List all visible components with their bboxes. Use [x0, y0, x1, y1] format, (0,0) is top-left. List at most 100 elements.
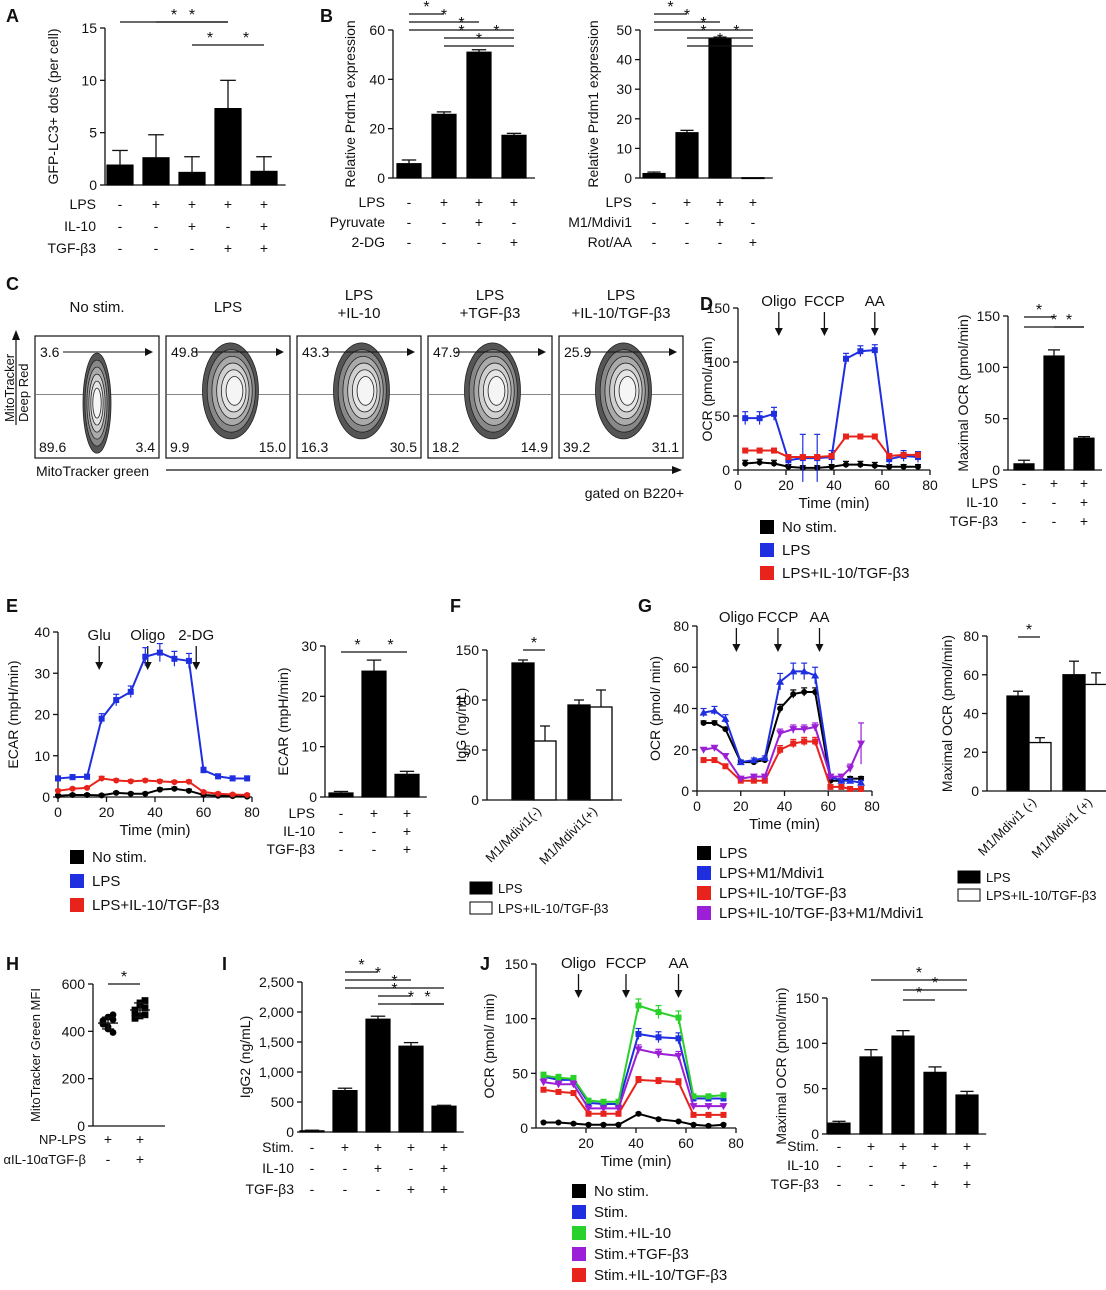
condition-row-label: 2-DG — [352, 234, 385, 250]
bar — [827, 1122, 851, 1135]
data-point — [55, 787, 61, 794]
data-point — [200, 767, 207, 774]
y-label-1: MitoTracker — [2, 353, 17, 422]
sig-star: * — [423, 0, 429, 16]
y-tick-label: 0 — [520, 1120, 528, 1136]
y-tick-label: 150 — [505, 956, 529, 972]
y-axis-title: MitoTracker Green MFI — [28, 988, 43, 1122]
bar — [589, 706, 613, 801]
data-point — [857, 433, 864, 440]
condition-cell: - — [339, 841, 344, 857]
bar — [365, 1018, 391, 1133]
y-tick-label: 600 — [62, 976, 86, 992]
data-point — [555, 1074, 562, 1081]
sig-star: * — [916, 985, 922, 1002]
panel-letter-J: J — [480, 954, 490, 974]
data-point — [131, 1014, 139, 1022]
condition-cell: + — [224, 196, 232, 212]
sig-star: * — [1036, 302, 1042, 319]
data-point — [675, 1035, 682, 1042]
group-label: M1/Mdivi1(-) — [482, 804, 544, 866]
data-point — [776, 677, 785, 685]
data-point — [127, 778, 134, 785]
data-point — [801, 689, 808, 695]
y-axis-title: IgG2 (ng/mL) — [237, 1016, 253, 1098]
arrow-head — [870, 328, 879, 336]
data-point — [915, 451, 921, 458]
data-point — [790, 691, 797, 698]
x-axis-title: Time (min) — [119, 822, 190, 839]
bar — [431, 1105, 457, 1133]
y-tick-label: 20 — [616, 111, 632, 127]
gate-arrowhead — [538, 348, 546, 356]
data-point — [857, 461, 864, 468]
data-point — [689, 1103, 698, 1111]
condition-cell: - — [442, 214, 447, 230]
condition-row-label: LPS — [359, 194, 385, 210]
data-point — [655, 1116, 662, 1123]
panel-letter-I: I — [222, 954, 227, 974]
x-tick-label: 80 — [864, 798, 880, 814]
y-axis-title: ECAR (mpH/min) — [5, 660, 21, 768]
condition-cell: - — [652, 234, 657, 250]
y-tick-label: 40 — [963, 706, 979, 722]
x-tick-label: 80 — [728, 1135, 744, 1151]
y-tick-label: 40 — [34, 624, 50, 640]
data-point — [585, 1110, 592, 1117]
sig-star: * — [531, 635, 537, 652]
legend-swatch — [697, 906, 711, 920]
condition-cell: + — [510, 194, 518, 210]
series-line — [745, 349, 919, 462]
data-point — [857, 348, 864, 355]
data-point — [675, 1118, 682, 1125]
condition-cell: + — [716, 214, 724, 230]
condition-cell: - — [226, 218, 231, 234]
data-point — [654, 1050, 663, 1058]
annotation-label: AA — [865, 293, 885, 310]
condition-cell: + — [407, 1139, 415, 1155]
sig-star: * — [358, 957, 364, 974]
data-point — [55, 775, 61, 782]
data-point — [141, 997, 149, 1004]
x-tick-label: 60 — [678, 1135, 694, 1151]
sig-star: * — [207, 30, 213, 47]
condition-cell: + — [475, 194, 483, 210]
data-point — [828, 452, 835, 459]
condition-cell: - — [652, 214, 657, 230]
flow-plot: 25.9 39.2 31.1 LPS+IL-10/TGF-β3 — [558, 287, 684, 459]
data-point — [749, 756, 758, 764]
gate-arrowhead — [276, 348, 284, 356]
y-tick-label: 80 — [963, 628, 979, 644]
sig-star: * — [700, 23, 706, 40]
data-point — [599, 1105, 608, 1113]
contour-level — [356, 376, 375, 406]
data-point — [814, 454, 821, 461]
condition-cell: + — [440, 1181, 448, 1197]
bar — [394, 773, 420, 798]
data-point — [756, 447, 763, 454]
annotation-label: FCCP — [606, 955, 647, 972]
data-point — [215, 790, 222, 797]
data-point — [771, 447, 777, 454]
chart-E1: 0 10 20 30 40 0 20 40 60 80 Time (min) ECAR (mpH/mi… — [5, 624, 260, 914]
plot-title: +IL-10/TGF-β3 — [571, 305, 670, 322]
condition-cell: - — [837, 1138, 842, 1154]
sig-star: * — [667, 0, 673, 16]
legend-label: LPS+M1/Mdivi1 — [719, 865, 824, 882]
condition-cell: + — [475, 214, 483, 230]
data-point — [785, 457, 792, 464]
legend-swatch — [957, 888, 981, 902]
condition-cell: - — [310, 1181, 315, 1197]
condition-cell: + — [510, 234, 518, 250]
data-point — [704, 1103, 713, 1111]
y-tick-label: 200 — [62, 1071, 86, 1087]
data-point — [827, 783, 834, 790]
sig-star: * — [408, 989, 414, 1006]
sig-star: * — [354, 637, 360, 654]
data-point — [690, 1121, 697, 1128]
y-axis-title: OCR (pmol/ min) — [481, 993, 497, 1098]
data-point — [690, 1093, 697, 1100]
data-point — [84, 784, 91, 791]
y-tick-label: 50 — [616, 22, 632, 38]
